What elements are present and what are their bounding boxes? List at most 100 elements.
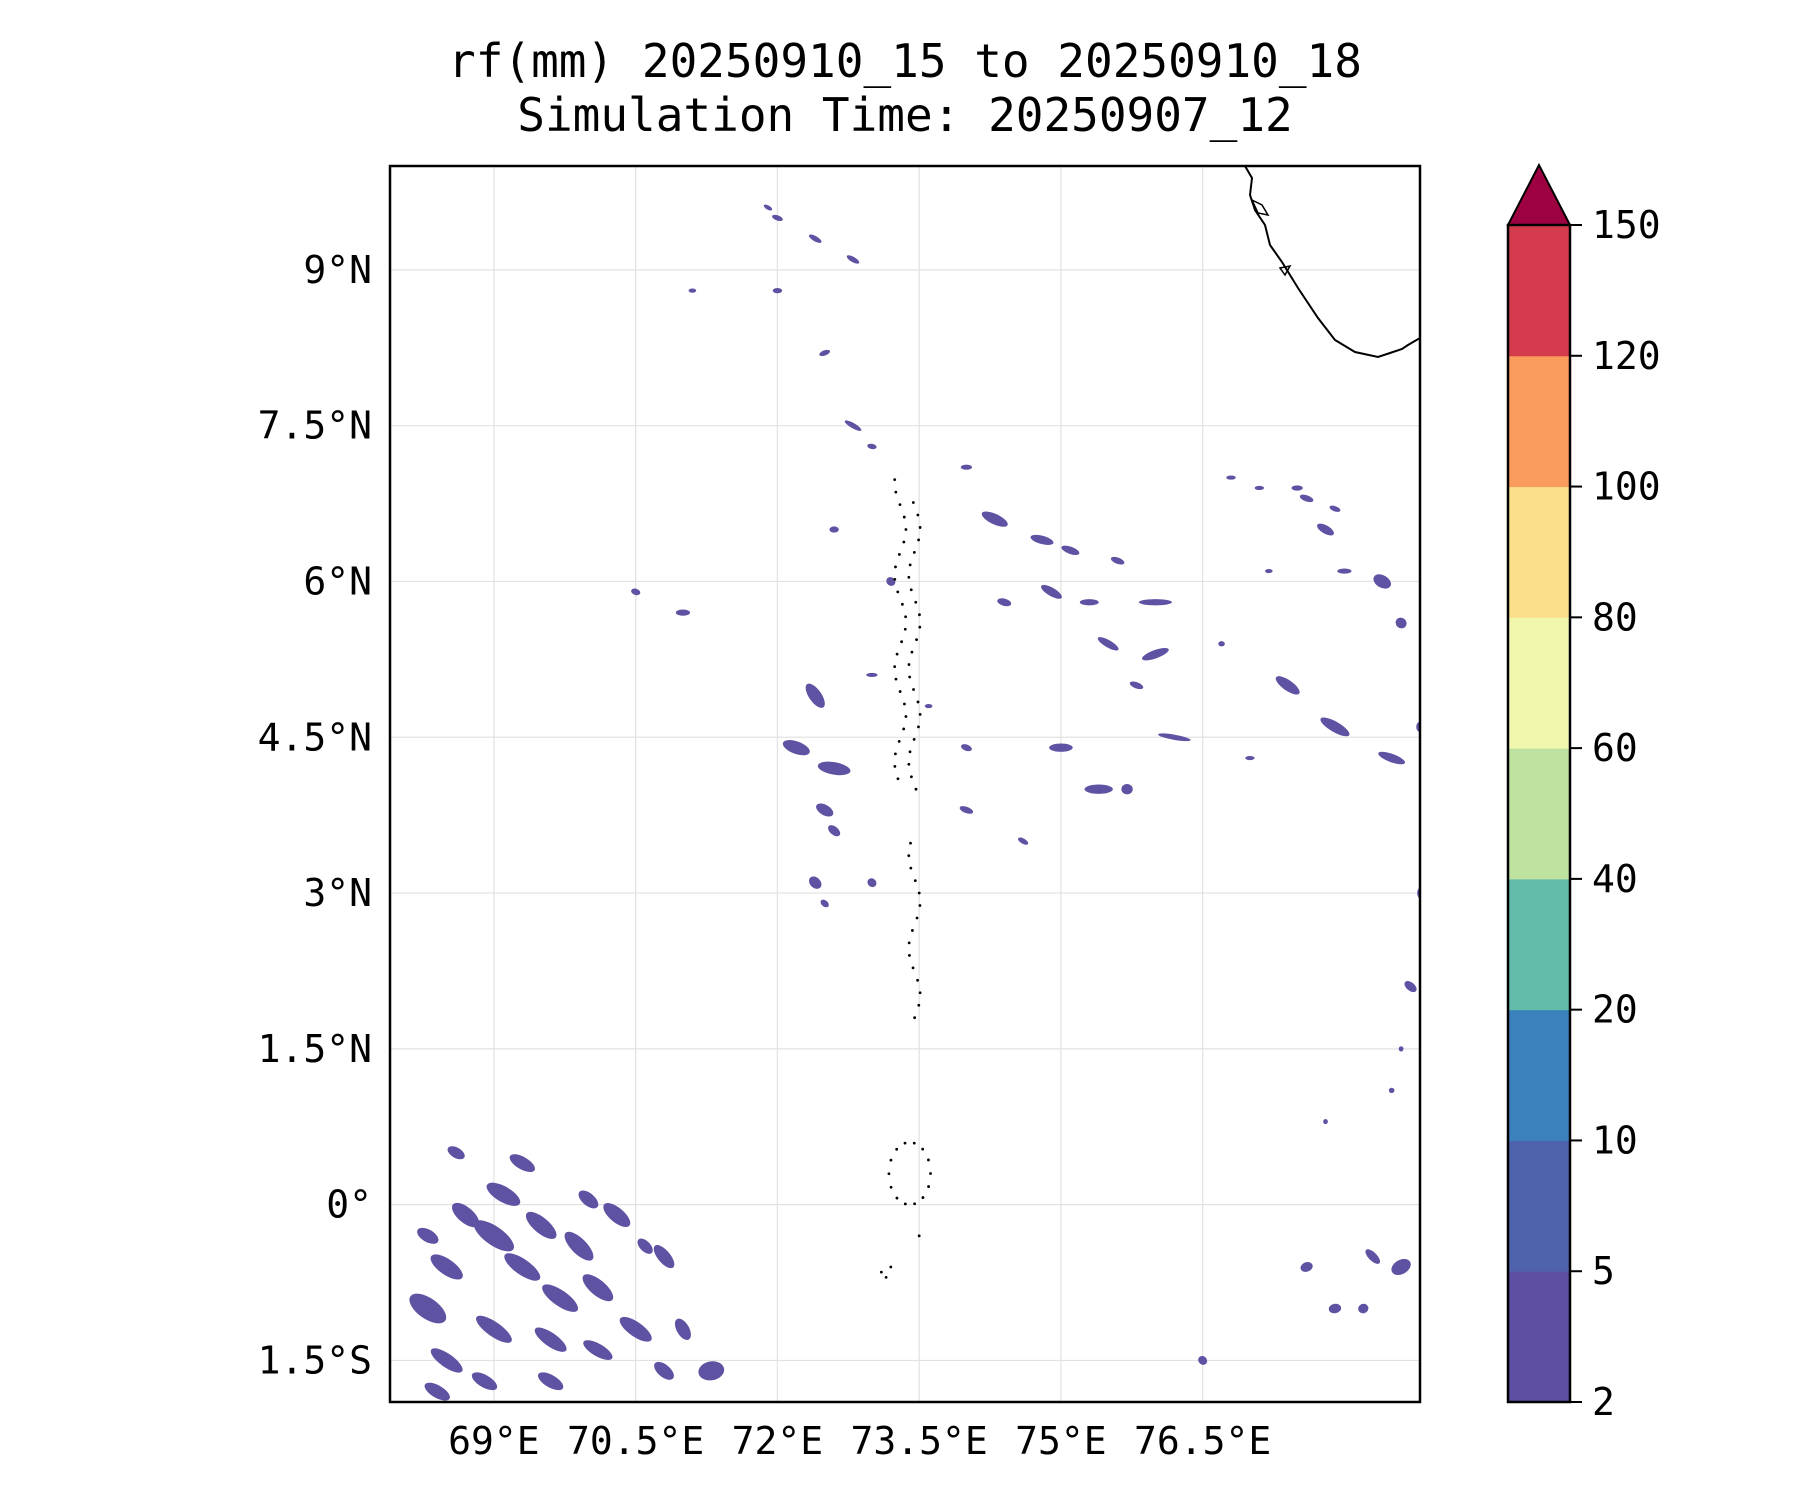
island-dot (889, 1158, 893, 1162)
island-dot (879, 1270, 883, 1274)
rain-patch (1317, 523, 1334, 536)
rain-patch (537, 1372, 564, 1391)
island-dot (910, 650, 914, 654)
rain-patch (1291, 485, 1303, 491)
island-dot (918, 613, 921, 617)
rain-patch (1328, 1303, 1342, 1314)
title-line-2: Simulation Time: 20250907_12 (517, 88, 1293, 142)
rain-patch (1388, 1087, 1395, 1093)
rain-patch (534, 1327, 567, 1352)
island-dot (917, 1003, 921, 1007)
rain-patch (476, 1315, 512, 1343)
rain-patch (1254, 485, 1265, 491)
island-dot (898, 690, 902, 693)
rain-patch (1226, 475, 1236, 480)
island-dot (889, 1265, 893, 1269)
rain-patch (1018, 837, 1029, 845)
coastline-layer (1244, 166, 1420, 359)
island-dot (912, 550, 916, 554)
island-dot (921, 1196, 925, 1199)
rain-patch (564, 1231, 594, 1261)
rain-patch (1110, 556, 1125, 565)
island-dot (916, 513, 920, 517)
rain-patch (997, 598, 1012, 607)
island-dot (895, 1147, 899, 1151)
rainfall-layer (409, 204, 1420, 1401)
island-dot (915, 916, 919, 920)
rain-patch (542, 1284, 579, 1312)
rain-patch (817, 761, 851, 776)
colorbar-tick-label: 120 (1592, 334, 1661, 378)
lat-tick-label: 7.5°N (258, 404, 372, 448)
rain-patch (1061, 545, 1080, 556)
map-background (390, 166, 1420, 1402)
island-dot (921, 1147, 925, 1151)
island-dot (894, 490, 898, 494)
colorbar-segment (1508, 355, 1570, 488)
island-dot (909, 588, 913, 592)
rain-patch (1404, 980, 1417, 993)
island-dot (916, 978, 919, 982)
rain-patch (654, 1361, 674, 1380)
colorbar-tick-label: 2 (1592, 1380, 1615, 1424)
colorbar-segment (1508, 486, 1570, 618)
island-dot (908, 953, 911, 957)
island-dot (894, 677, 898, 681)
lat-tick-label: 3°N (303, 871, 372, 915)
colorbar-segment (1508, 1271, 1570, 1403)
island-dot (909, 866, 913, 870)
rain-patch (1097, 637, 1119, 651)
rain-patch (867, 443, 877, 450)
island-dot (900, 640, 904, 644)
island-dot (911, 966, 915, 970)
island-dot (908, 675, 912, 679)
colorbar-tick-label: 40 (1592, 857, 1638, 901)
rain-patch (447, 1146, 465, 1160)
island-dot (917, 538, 920, 542)
india-coastline (1244, 166, 1420, 359)
colorbar-segment (1508, 225, 1570, 357)
island-dot (904, 615, 908, 619)
rain-patch (1299, 494, 1314, 503)
rain-patch (1030, 534, 1054, 545)
rain-patch (924, 704, 933, 709)
island-dot (887, 1172, 891, 1176)
rain-patch (430, 1254, 463, 1280)
island-dot (912, 737, 916, 741)
rain-patch (1395, 617, 1407, 629)
lon-tick-label: 69°E (448, 1419, 540, 1463)
island-dot (903, 1141, 907, 1145)
island-dot (917, 891, 921, 895)
rain-patch (828, 825, 841, 837)
rain-patch (1079, 599, 1099, 606)
rain-patch (1358, 1303, 1369, 1314)
island-dot (902, 727, 906, 731)
rain-patch (619, 1316, 652, 1342)
island-dot (927, 1158, 930, 1162)
lat-tick-label: 1.5°N (258, 1027, 372, 1071)
rain-patch (1323, 1118, 1328, 1125)
rain-patch (1138, 599, 1172, 606)
rain-patch (451, 1202, 480, 1228)
rain-patch (637, 1238, 653, 1254)
rain-patch (867, 878, 877, 888)
island-dot (918, 526, 922, 529)
rain-patch (1041, 584, 1062, 599)
rain-patch (583, 1340, 613, 1360)
map-frame (388, 164, 1422, 1404)
rain-patch (430, 1348, 463, 1373)
rain-patch (424, 1382, 450, 1401)
rain-patch (1245, 755, 1255, 761)
island-dot (915, 638, 918, 642)
rain-patch (471, 1372, 498, 1391)
rain-patch (1320, 717, 1350, 737)
rain-patch (1300, 1262, 1313, 1272)
colorbar-ticks: 2 5 10 20 40 60 80 100 120 150 (1570, 203, 1661, 1424)
island-dot (910, 775, 913, 779)
rain-patch (1275, 676, 1300, 695)
rain-patch (509, 1154, 535, 1173)
colorbar-tick-label: 150 (1592, 203, 1661, 247)
island-dot (911, 929, 914, 932)
rain-patch (486, 1182, 521, 1206)
lon-tick-label: 73.5°E (851, 1419, 988, 1463)
